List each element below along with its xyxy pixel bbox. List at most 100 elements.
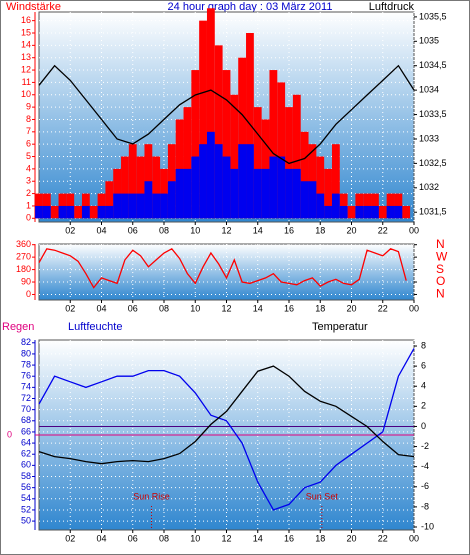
bar bbox=[308, 181, 317, 219]
y2-tick-label: 1033 bbox=[419, 133, 439, 143]
y2-tick-label: -10 bbox=[421, 521, 434, 531]
bar bbox=[128, 193, 137, 219]
y-tick-label: 60 bbox=[21, 460, 31, 470]
y-tick-label: 360 bbox=[16, 239, 31, 249]
y2-tick-label: -6 bbox=[421, 481, 429, 491]
y-tick-label: 14 bbox=[21, 40, 31, 50]
bar bbox=[394, 205, 403, 219]
bar bbox=[222, 156, 231, 219]
y2-tick-label: 6 bbox=[421, 361, 426, 371]
y-tick-label: 58 bbox=[21, 471, 31, 481]
y2-tick-label: S bbox=[436, 262, 444, 276]
y-tick-label: 82 bbox=[21, 337, 31, 347]
bar bbox=[74, 205, 82, 219]
bar bbox=[238, 144, 247, 219]
y2-tick-label: 1034 bbox=[419, 85, 439, 95]
x-tick-label: 10 bbox=[190, 533, 200, 543]
bar bbox=[324, 205, 332, 219]
x-tick-label: 00 bbox=[409, 225, 419, 235]
x-tick-label: 22 bbox=[378, 303, 388, 313]
y-tick-label: 76 bbox=[21, 371, 31, 381]
bar bbox=[50, 205, 59, 219]
bar bbox=[238, 57, 247, 219]
wind-label: Windstärke bbox=[6, 1, 61, 13]
x-tick-label: 20 bbox=[346, 225, 356, 235]
bar bbox=[199, 144, 207, 219]
y2-tick-label: -8 bbox=[421, 501, 429, 511]
bar bbox=[35, 205, 43, 219]
y2-tick-label: W bbox=[436, 249, 448, 263]
y-tick-label: 12 bbox=[21, 64, 31, 74]
y-tick-label: 90 bbox=[21, 276, 31, 286]
y-tick-label: 74 bbox=[21, 382, 31, 392]
x-tick-label: 14 bbox=[253, 533, 263, 543]
x-tick-label: 10 bbox=[190, 225, 200, 235]
x-tick-label: 16 bbox=[284, 533, 294, 543]
y-tick-label: 7 bbox=[26, 126, 31, 136]
y2-tick-label: -2 bbox=[421, 441, 429, 451]
y-tick-label: 50 bbox=[21, 515, 31, 525]
line bbox=[38, 247, 407, 289]
y-tick-label: 0 bbox=[26, 289, 31, 299]
x-tick-label: 08 bbox=[159, 303, 169, 313]
y2-tick-label: 1032 bbox=[419, 182, 439, 192]
x-tick-label: 12 bbox=[221, 533, 231, 543]
bar bbox=[246, 144, 254, 219]
chart-title: 24 hour graph day : 03 März 2011 bbox=[168, 1, 333, 13]
bar bbox=[113, 193, 122, 219]
y2-tick-label: N bbox=[436, 237, 445, 251]
bar bbox=[81, 205, 90, 219]
x-tick-label: 06 bbox=[128, 303, 138, 313]
x-tick-label: 02 bbox=[65, 533, 75, 543]
bar bbox=[183, 107, 192, 219]
y-tick-label: 13 bbox=[21, 52, 31, 62]
y-tick-label: 15 bbox=[21, 27, 31, 37]
bar bbox=[246, 33, 254, 219]
annotation: Sun Set bbox=[306, 491, 339, 501]
bar bbox=[324, 168, 332, 219]
bar bbox=[277, 82, 286, 219]
y-tick-label: 180 bbox=[16, 264, 31, 274]
bar bbox=[355, 205, 364, 219]
bar bbox=[42, 205, 51, 219]
bar bbox=[66, 205, 75, 219]
x-tick-label: 14 bbox=[253, 303, 263, 313]
bar bbox=[105, 181, 114, 219]
bar bbox=[230, 168, 239, 219]
y-tick-label: 16 bbox=[21, 15, 31, 25]
rain-label: Regen bbox=[2, 321, 34, 333]
y-tick-label: 10 bbox=[21, 89, 31, 99]
bar bbox=[175, 168, 184, 219]
y2-tick-label: 1033,5 bbox=[419, 109, 447, 119]
y2-tick-label: 1032,5 bbox=[419, 158, 447, 168]
x-tick-label: 04 bbox=[96, 533, 106, 543]
y2-tick-label: 2 bbox=[421, 401, 426, 411]
bar bbox=[292, 94, 301, 219]
x-tick-label: 12 bbox=[221, 303, 231, 313]
x-tick-label: 00 bbox=[409, 303, 419, 313]
x-tick-label: 20 bbox=[346, 303, 356, 313]
x-tick-label: 16 bbox=[284, 303, 294, 313]
temperature-label: Temperatur bbox=[312, 321, 368, 333]
bar bbox=[277, 156, 286, 219]
bar bbox=[136, 156, 145, 219]
bar bbox=[136, 193, 145, 219]
x-tick-label: 02 bbox=[65, 225, 75, 235]
bar bbox=[363, 205, 372, 219]
x-tick-label: 06 bbox=[128, 533, 138, 543]
y-tick-label: 54 bbox=[21, 493, 31, 503]
bar bbox=[206, 131, 215, 219]
x-tick-label: 18 bbox=[315, 303, 325, 313]
y2-tick-label: 0 bbox=[421, 421, 426, 431]
y-tick-label: 78 bbox=[21, 359, 31, 369]
y-tick-label: 80 bbox=[21, 348, 31, 358]
bar bbox=[339, 205, 348, 219]
humidity-label: Luftfeuchte bbox=[68, 321, 122, 333]
bar bbox=[199, 20, 207, 219]
y-tick-label: 3 bbox=[26, 176, 31, 186]
y2-tick-label: O bbox=[436, 274, 445, 288]
y2-tick-label: 1031,5 bbox=[419, 207, 447, 217]
x-tick-label: 18 bbox=[315, 225, 325, 235]
bar bbox=[300, 131, 309, 219]
x-tick-label: 08 bbox=[159, 533, 169, 543]
